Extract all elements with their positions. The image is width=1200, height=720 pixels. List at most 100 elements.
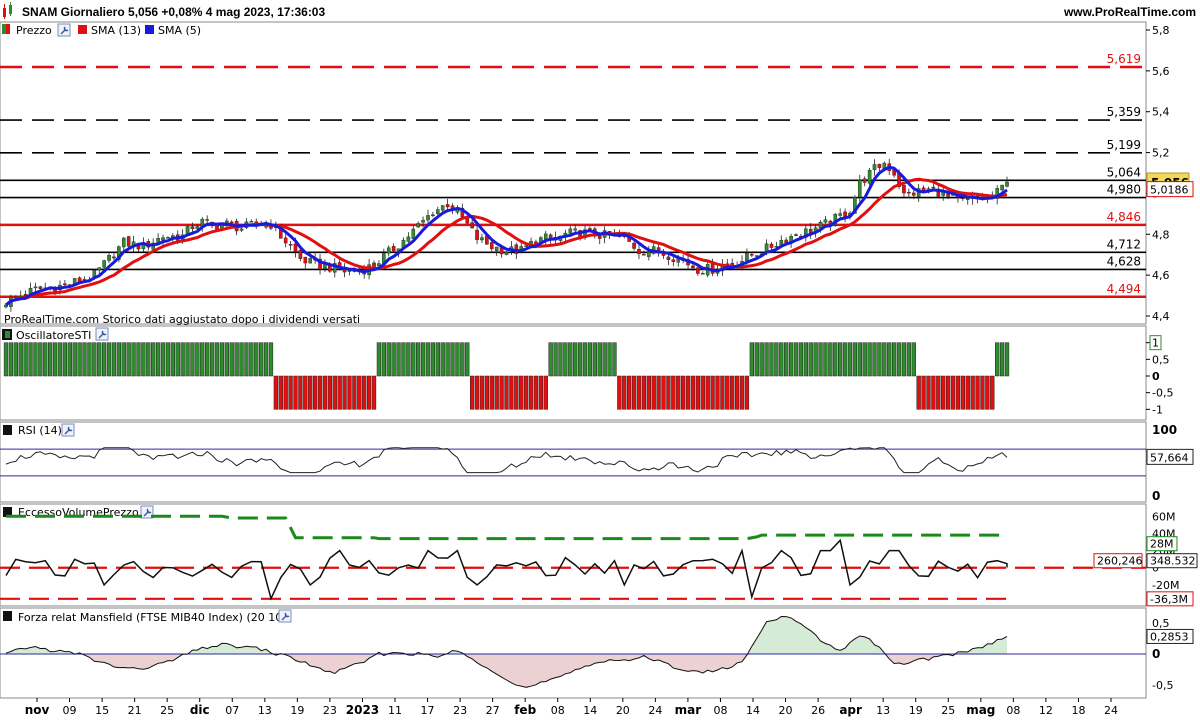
sti-bar: [573, 342, 578, 377]
volume-last-label: 348.532: [1150, 555, 1196, 568]
sti-bar: [852, 342, 858, 377]
sti-bar: [519, 375, 524, 410]
sti-bar: [960, 375, 965, 410]
sti-bar: [92, 342, 97, 377]
sti-bar: [553, 342, 558, 377]
sti-bar: [828, 342, 833, 377]
candle-body: [386, 247, 391, 254]
sti-bar: [690, 375, 696, 410]
level-label: 4,628: [1107, 254, 1141, 268]
sma13-tag-label: 5,0186: [1150, 184, 1189, 197]
sti-bar: [131, 342, 136, 377]
rsi-plot: 100 0 57,664: [0, 423, 1194, 503]
candle-body: [475, 229, 479, 241]
level-label: 5,359: [1107, 105, 1141, 119]
sti-bar: [995, 342, 1000, 377]
sti-bar: [499, 375, 504, 410]
wrench-icon[interactable]: [57, 23, 71, 37]
candle-body: [293, 243, 298, 252]
price-tick-label: 5,4: [1152, 106, 1170, 119]
candle-body: [318, 258, 322, 270]
candle-body: [872, 164, 877, 171]
candle-body: [126, 236, 131, 247]
sti-bar: [67, 342, 72, 377]
candle-body: [431, 214, 435, 216]
price-tick-label: 4,4: [1152, 310, 1170, 323]
candle-body: [838, 213, 842, 216]
sti-bar: [990, 375, 995, 410]
sti-bar: [754, 342, 759, 377]
x-tick-label: 14: [583, 704, 597, 717]
sti-y-axis: 1 0,5 0 -0,5 -1: [1146, 335, 1173, 416]
wrench-icon[interactable]: [278, 609, 292, 623]
sti-bar: [788, 342, 794, 377]
sti-bar: [288, 375, 293, 410]
sti-bar: [759, 342, 764, 377]
sti-bar: [23, 342, 28, 377]
sti-bar: [779, 342, 784, 377]
candle-body: [696, 267, 700, 274]
sti-bar: [352, 375, 357, 410]
candle-body: [426, 215, 430, 221]
watermark-text: ProRealTime.com Storico dati aggiustato …: [4, 313, 360, 326]
sti-bar: [926, 375, 931, 410]
candle-body: [107, 255, 111, 261]
rsi-tick-label: 100: [1152, 423, 1177, 437]
mansfield-legend: Forza relat Mansfield (FTSE MIB40 Index)…: [3, 609, 292, 624]
wrench-icon[interactable]: [140, 505, 154, 519]
sma5-line: [5, 165, 1008, 307]
candle-body: [249, 221, 254, 223]
sti-bar: [308, 375, 313, 410]
rsi-line: [5, 447, 1008, 474]
sti-bar: [430, 342, 436, 377]
price-tags: 5,0565,0186: [1146, 172, 1194, 198]
candle-body: [421, 219, 425, 223]
sti-bar: [676, 375, 681, 410]
legend-sma13-label: SMA (13): [91, 24, 141, 37]
price-tick-label: 4,8: [1152, 228, 1170, 241]
sti-bar: [87, 342, 92, 377]
volume-ref-tag: [1093, 553, 1143, 569]
sti-bar: [445, 342, 450, 377]
volume-tick-label: 60M: [1152, 510, 1176, 523]
candle-body: [877, 163, 882, 168]
candle-body: [666, 256, 671, 260]
wrench-icon[interactable]: [61, 423, 75, 437]
price-tick-label: 5,8: [1152, 24, 1170, 37]
candle-body: [995, 188, 999, 199]
price-tick-label: 5,6: [1152, 65, 1170, 78]
volume-28m-label: 28M: [1150, 538, 1174, 551]
wrench-icon[interactable]: [95, 327, 109, 341]
candle-body: [902, 184, 906, 194]
sti-bar: [249, 342, 254, 377]
sti-bar: [97, 342, 102, 377]
sti-bar: [838, 342, 843, 377]
volume-28m-tag: [1146, 536, 1178, 552]
candle-body: [543, 233, 548, 240]
candle-body: [524, 245, 528, 247]
sti-bar: [62, 342, 68, 377]
price-tick-label: 4,6: [1152, 269, 1170, 282]
sti-tick-label: 0,5: [1152, 353, 1170, 366]
level-label: 4,712: [1107, 237, 1141, 251]
sti-bar: [965, 375, 970, 410]
candle-body: [769, 243, 774, 248]
sti-bar: [641, 375, 647, 410]
sti-last-label: 1: [1152, 337, 1159, 350]
candle-body: [907, 191, 911, 194]
candle-body: [391, 246, 396, 252]
sti-bar: [739, 375, 745, 410]
candle-body: [416, 223, 420, 228]
sti-bar: [985, 375, 990, 410]
sti-bar: [337, 375, 342, 410]
sti-bar: [8, 342, 14, 377]
x-axis: nov 09 15 21 25 dic 07 13 19 23 2023 11 17 23 27 feb 08 1…: [25, 698, 1118, 717]
chart-title: SNAM Giornaliero 5,056 +0,08% 4 mag 2023…: [22, 5, 325, 19]
sti-bar: [381, 342, 386, 377]
sti-bar: [597, 342, 602, 377]
x-tick-label: 25: [160, 704, 174, 717]
website-label: www.ProRealTime.com: [1063, 5, 1196, 19]
sti-bar: [813, 342, 818, 377]
candle-body: [102, 260, 106, 268]
